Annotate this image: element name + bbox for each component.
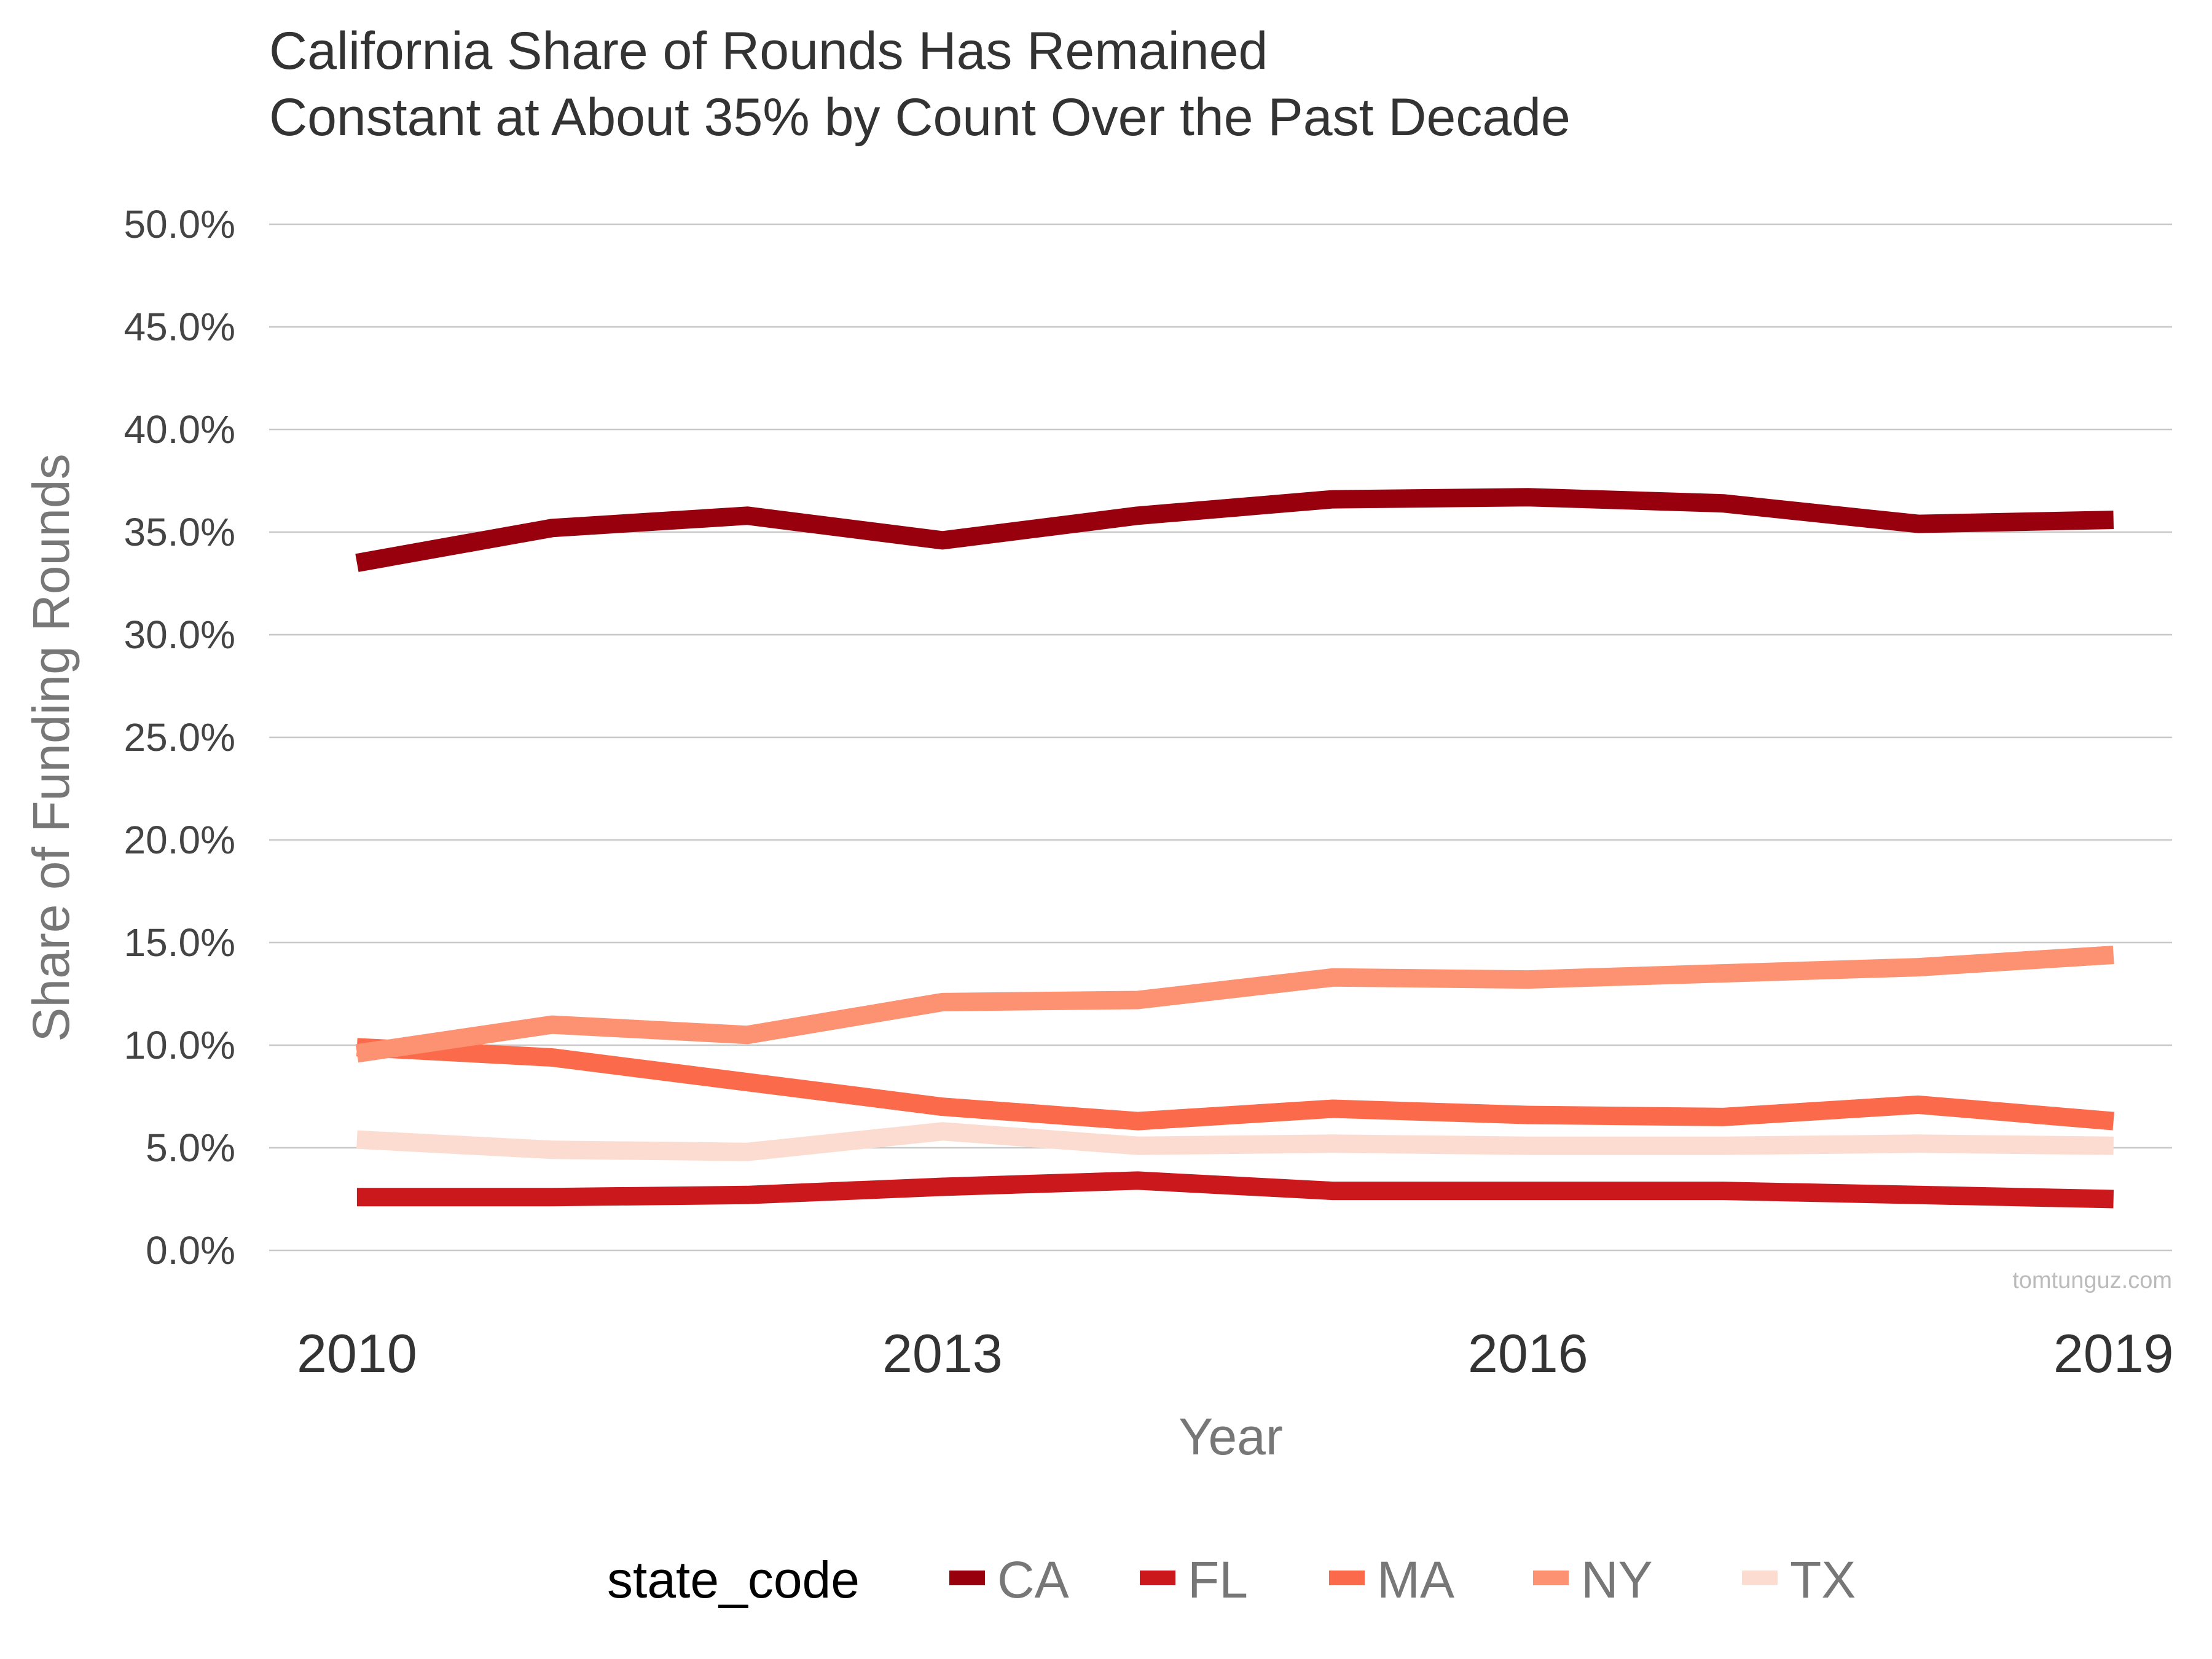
legend-title: state_code	[607, 1551, 860, 1609]
chart-title-line-1: California Share of Rounds Has Remained	[269, 22, 1268, 80]
series-line-ny	[355, 946, 2114, 1063]
y-tick-label: 15.0%	[124, 920, 235, 965]
chart-caption: tomtunguz.com	[2012, 1268, 2172, 1293]
y-tick-label: 50.0%	[124, 202, 235, 246]
x-tick-label: 2010	[297, 1323, 417, 1384]
x-tick-label: 2013	[882, 1323, 1003, 1384]
legend: state_code CA FL MA NY TX	[607, 1551, 1856, 1609]
x-tick-label: 2019	[2053, 1323, 2174, 1384]
legend-key-fl	[1140, 1571, 1175, 1585]
y-tick-label: 45.0%	[124, 305, 235, 349]
y-tick-label: 20.0%	[124, 818, 235, 862]
y-tick-label: 25.0%	[124, 715, 235, 759]
y-axis-ticks: 0.0% 5.0% 10.0% 15.0% 20.0% 25.0% 30.0% 35.0% 40…	[124, 202, 235, 1273]
legend-label-tx: TX	[1790, 1551, 1856, 1609]
series-line-tx	[356, 1122, 2114, 1161]
legend-key-ma	[1329, 1571, 1365, 1585]
legend-label-ca: CA	[997, 1551, 1069, 1609]
y-tick-label: 10.0%	[124, 1023, 235, 1067]
y-tick-label: 35.0%	[124, 510, 235, 554]
series-line-fl	[356, 1171, 2114, 1209]
series-line-ca	[355, 488, 2114, 572]
series-line-ma	[356, 1038, 2114, 1131]
legend-key-tx	[1742, 1571, 1778, 1585]
legend-label-fl: FL	[1188, 1551, 1248, 1609]
x-tick-label: 2016	[1468, 1323, 1588, 1384]
x-axis-title: Year	[1179, 1408, 1283, 1465]
legend-label-ny: NY	[1581, 1551, 1653, 1609]
y-tick-label: 30.0%	[124, 613, 235, 657]
gridlines	[269, 223, 2172, 1252]
y-tick-label: 40.0%	[124, 407, 235, 452]
legend-key-ca	[949, 1571, 985, 1585]
legend-label-ma: MA	[1377, 1551, 1454, 1609]
y-tick-label: 5.0%	[146, 1126, 235, 1170]
chart-title-line-2: Constant at About 35% by Count Over the …	[269, 88, 1571, 147]
x-axis-ticks: 2010 2013 2016 2019	[297, 1323, 2174, 1384]
y-axis-title: Share of Funding Rounds	[22, 453, 80, 1041]
legend-key-ny	[1533, 1571, 1569, 1585]
y-tick-label: 0.0%	[146, 1228, 235, 1273]
series-lines	[355, 488, 2114, 1209]
